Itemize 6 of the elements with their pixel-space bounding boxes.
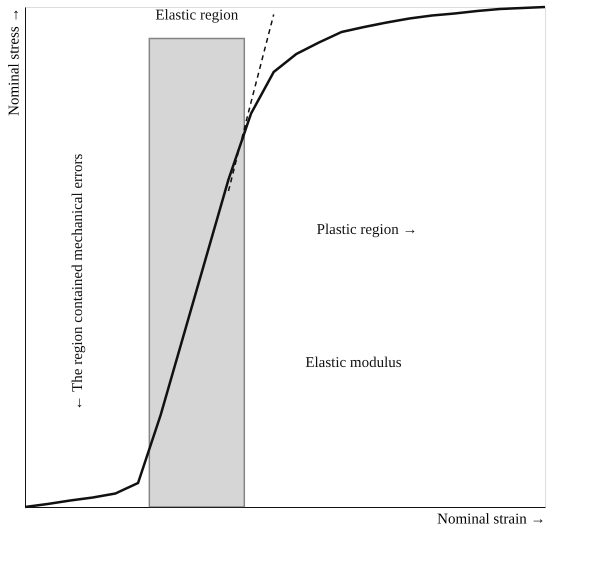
annotation: Plastic region → [316, 222, 418, 238]
annotation: Elastic modulus [305, 355, 402, 371]
annotation: ← The region contained mechanical errors [70, 153, 86, 410]
x-axis-title: Nominal strain → [437, 512, 546, 528]
y-axis-title: Nominal stress → [6, 8, 22, 116]
annotation: Elastic region [155, 8, 239, 24]
